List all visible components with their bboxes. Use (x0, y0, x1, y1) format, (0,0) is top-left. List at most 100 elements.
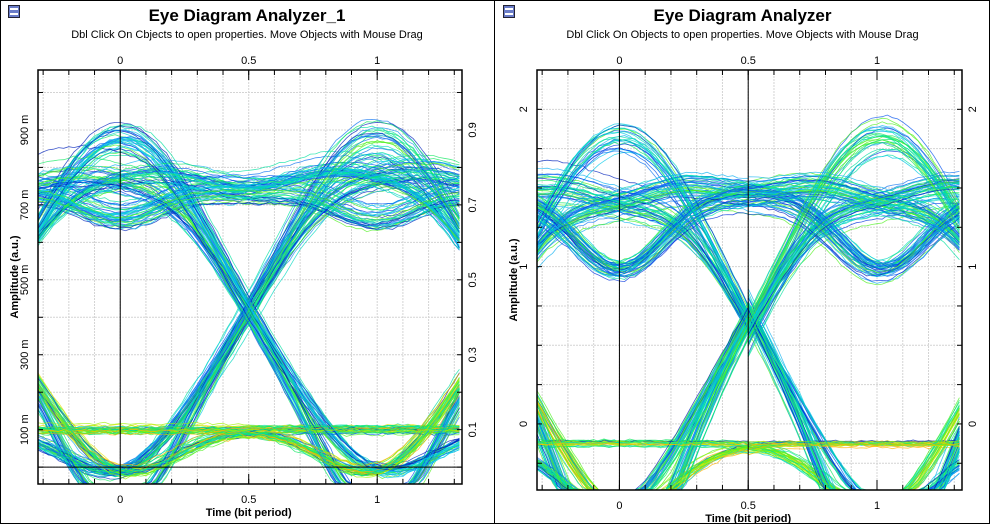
eye-trace (748, 191, 960, 271)
eye-trace (38, 195, 460, 225)
eye-trace (537, 405, 749, 490)
eye-trace (747, 316, 960, 490)
eye-trace (747, 139, 960, 330)
eye-trace (748, 213, 960, 286)
eye-trace (747, 141, 960, 325)
eye-trace (537, 325, 749, 490)
eye-diagram-plot[interactable]: 0 0 0.5 0.5 1 1 0 1 2 0 1 2 Time (bit period) Amplitu… (495, 0, 990, 524)
eye-trace (537, 438, 749, 444)
eye-trace (537, 174, 749, 247)
eye-trace (748, 443, 960, 451)
eye-traces (38, 118, 460, 484)
eye-trace (747, 311, 960, 490)
eye-trace (38, 167, 460, 484)
eye-trace (38, 424, 460, 430)
eye-trace (38, 162, 460, 219)
eye-trace (537, 302, 749, 490)
eye-trace (747, 321, 960, 490)
y-tick-label-left: 0 (518, 421, 530, 427)
eye-diagram-plot[interactable]: 0 0 0.5 0.5 1 1 100 m 300 m 500 m 700 m 900 m 0.1 0.… (0, 0, 494, 524)
eye-trace (537, 174, 749, 231)
eye-trace (748, 182, 960, 241)
eye-trace (537, 188, 749, 327)
eye-trace (748, 420, 960, 490)
eye-diagram-panel-1[interactable]: Eye Diagram Analyzer_1 Dbl Click On Cbje… (0, 0, 494, 524)
eye-trace (537, 198, 749, 273)
eye-trace (38, 378, 460, 465)
eye-trace (747, 305, 960, 490)
eye-trace (537, 130, 749, 315)
eye-trace (38, 184, 460, 215)
eye-trace (537, 301, 749, 490)
eye-trace (747, 307, 960, 490)
eye-trace (38, 151, 460, 484)
eye-trace (748, 405, 960, 490)
eye-trace (747, 310, 960, 490)
eye-trace (537, 319, 749, 490)
analyzer-window-icon[interactable] (8, 5, 20, 18)
panel-hint: Dbl Click On Cbjects to open properties.… (71, 29, 423, 41)
eye-trace (537, 181, 749, 243)
eye-trace (537, 177, 749, 331)
eye-trace (38, 130, 460, 484)
eye-trace (747, 302, 960, 490)
eye-trace (537, 179, 749, 249)
eye-trace (748, 199, 960, 274)
eye-trace (38, 171, 460, 234)
y-tick-label-right: 0.7 (467, 197, 479, 212)
eye-trace (748, 415, 960, 490)
eye-trace (38, 167, 460, 248)
eye-trace (747, 307, 960, 490)
y-tick-label-left: 100 m (19, 414, 31, 445)
eye-trace (38, 170, 460, 243)
eye-trace (537, 124, 749, 306)
eye-trace (747, 307, 960, 490)
eye-trace (537, 395, 749, 490)
eye-trace (747, 306, 960, 490)
eye-trace (747, 305, 960, 490)
eye-trace (38, 201, 460, 230)
y-tick-label-left: 1 (518, 264, 530, 270)
eye-trace (537, 405, 749, 490)
eye-trace (537, 200, 749, 274)
eye-trace (748, 204, 960, 277)
eye-trace (748, 409, 960, 490)
eye-diagram-panel-2[interactable]: Eye Diagram Analyzer Dbl Click On Object… (495, 0, 990, 524)
eye-trace (747, 295, 960, 490)
eye-trace (747, 127, 960, 332)
eye-trace (537, 324, 749, 490)
y-tick-label-right: 0 (967, 421, 979, 427)
eye-trace (748, 182, 960, 262)
eye-trace (537, 184, 749, 251)
eye-trace (747, 187, 960, 335)
eye-trace (537, 336, 749, 490)
y-tick-label-right: 0.1 (467, 422, 479, 437)
y-tick-label-left: 900 m (19, 115, 31, 146)
eye-trace (537, 195, 749, 257)
eye-trace (38, 164, 460, 240)
eye-trace (537, 320, 749, 490)
eye-trace (38, 174, 460, 207)
eye-trace (38, 188, 460, 219)
eye-trace (748, 185, 960, 242)
eye-trace (537, 177, 749, 252)
eye-trace (537, 442, 749, 446)
x-tick-label-bottom: 0 (616, 500, 622, 512)
eye-trace (537, 313, 749, 490)
y-tick-label-right: 0.5 (467, 272, 479, 287)
x-tick-label-bottom: 1 (874, 500, 880, 512)
eye-trace (537, 195, 749, 332)
eye-trace (747, 181, 960, 333)
eye-trace (748, 181, 960, 240)
eye-trace (748, 213, 960, 282)
eye-trace (747, 307, 960, 490)
eye-trace (537, 147, 749, 328)
x-tick-label-bottom: 0 (117, 494, 123, 506)
eye-trace (748, 187, 960, 246)
eye-trace (748, 202, 960, 277)
eye-trace (537, 405, 749, 490)
eye-trace (38, 172, 460, 241)
y-tick-label-right: 0.3 (467, 347, 479, 362)
analyzer-window-icon[interactable] (503, 5, 515, 18)
y-axis-label: Amplitude (a.u.) (9, 235, 21, 318)
